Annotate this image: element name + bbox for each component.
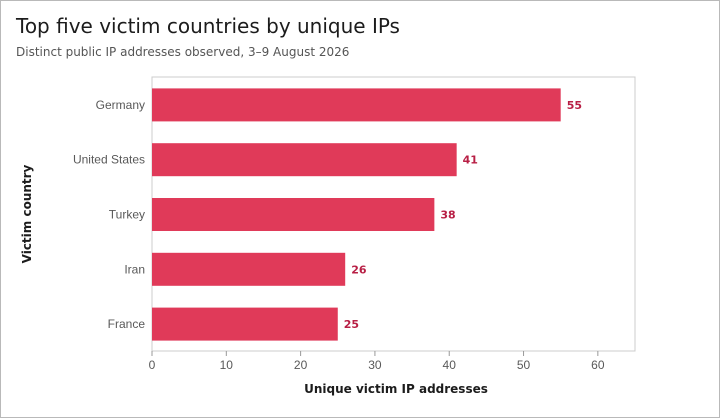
- x-tick-label-30: 30: [368, 358, 382, 372]
- category-label-germany: Germany: [96, 98, 145, 112]
- category-labels-group: Germany United States Turkey Iran France: [73, 98, 145, 331]
- y-axis-title: Victim country: [20, 164, 34, 263]
- data-label-united-states: 41: [463, 154, 478, 167]
- x-tick-label-0: 0: [149, 358, 156, 372]
- x-axis-title: Unique victim IP addresses: [304, 382, 488, 396]
- category-label-iran: Iran: [124, 262, 145, 276]
- category-label-france: France: [108, 317, 146, 331]
- chart-title: Top five victim countries by unique IPs: [16, 14, 400, 38]
- bar-united-states: [152, 143, 457, 177]
- bar-france: [152, 307, 338, 341]
- category-label-turkey: Turkey: [109, 208, 145, 222]
- category-label-united-states: United States: [73, 153, 145, 167]
- x-tick-label-10: 10: [220, 358, 234, 372]
- x-tick-label-50: 50: [517, 358, 531, 372]
- x-tick-label-40: 40: [443, 358, 457, 372]
- x-tick-label-60: 60: [591, 358, 605, 372]
- data-label-turkey: 38: [440, 209, 455, 222]
- bars-group: 55 41 38 26 25: [152, 88, 582, 341]
- x-tick-label-20: 20: [294, 358, 308, 372]
- bar-germany: [152, 88, 561, 122]
- data-label-germany: 55: [567, 99, 582, 112]
- data-label-iran: 26: [351, 263, 367, 276]
- chart-subtitle: Distinct public IP addresses observed, 3…: [16, 45, 350, 59]
- x-ticks-group: 0 10 20 30 40 50 60: [149, 351, 605, 372]
- bar-turkey: [152, 198, 435, 231]
- bar-iran: [152, 252, 346, 286]
- data-label-france: 25: [344, 318, 359, 331]
